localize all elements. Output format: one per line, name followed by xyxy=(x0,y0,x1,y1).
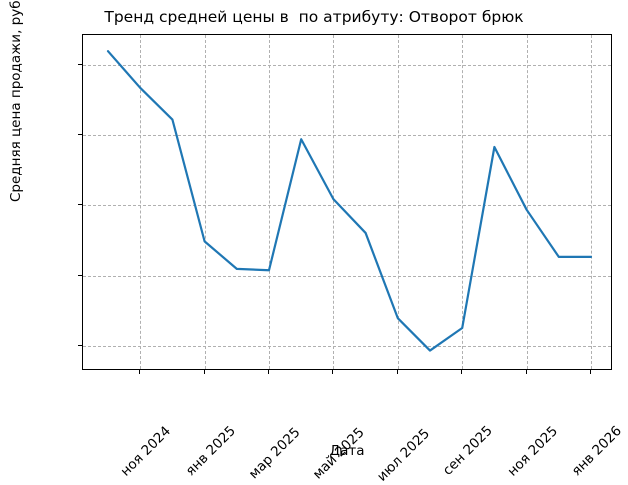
y-tick-mark xyxy=(78,63,82,65)
x-tick-mark xyxy=(268,370,269,374)
x-tick-mark xyxy=(396,370,398,374)
gridline-horizontal xyxy=(83,275,611,277)
chart-figure: Тренд средней цены в по атрибуту: Отворо… xyxy=(8,0,625,485)
y-tick-mark xyxy=(78,134,82,136)
plot-area xyxy=(82,34,612,370)
x-tick-mark xyxy=(461,370,463,374)
gridline-vertical xyxy=(591,35,592,369)
gridline-vertical xyxy=(269,35,270,369)
gridline-vertical xyxy=(333,35,335,369)
y-tick-mark xyxy=(78,204,82,206)
x-tick-mark xyxy=(525,370,527,374)
chart-title: Тренд средней цены в по атрибуту: Отворо… xyxy=(104,8,524,26)
gridline-vertical xyxy=(526,35,528,369)
gridline-horizontal xyxy=(83,205,611,207)
y-tick-mark xyxy=(78,274,82,276)
price-trend-line xyxy=(106,50,593,352)
x-tick-mark xyxy=(332,370,334,374)
data-series-svg xyxy=(106,50,593,352)
gridline-vertical xyxy=(462,35,464,369)
x-tick-mark xyxy=(203,370,205,374)
y-tick-mark xyxy=(78,345,82,347)
gridline-vertical xyxy=(204,35,206,369)
x-axis-label: Дата xyxy=(329,443,365,459)
x-tick-mark xyxy=(590,370,591,374)
x-tick-mark xyxy=(139,370,141,374)
gridline-horizontal xyxy=(83,135,611,137)
gridline-vertical xyxy=(397,35,399,369)
y-axis-label: Средняя цена продажи, руб. xyxy=(8,0,24,202)
gridline-vertical xyxy=(140,35,142,369)
gridline-horizontal xyxy=(83,346,611,348)
gridline-horizontal xyxy=(83,64,611,66)
